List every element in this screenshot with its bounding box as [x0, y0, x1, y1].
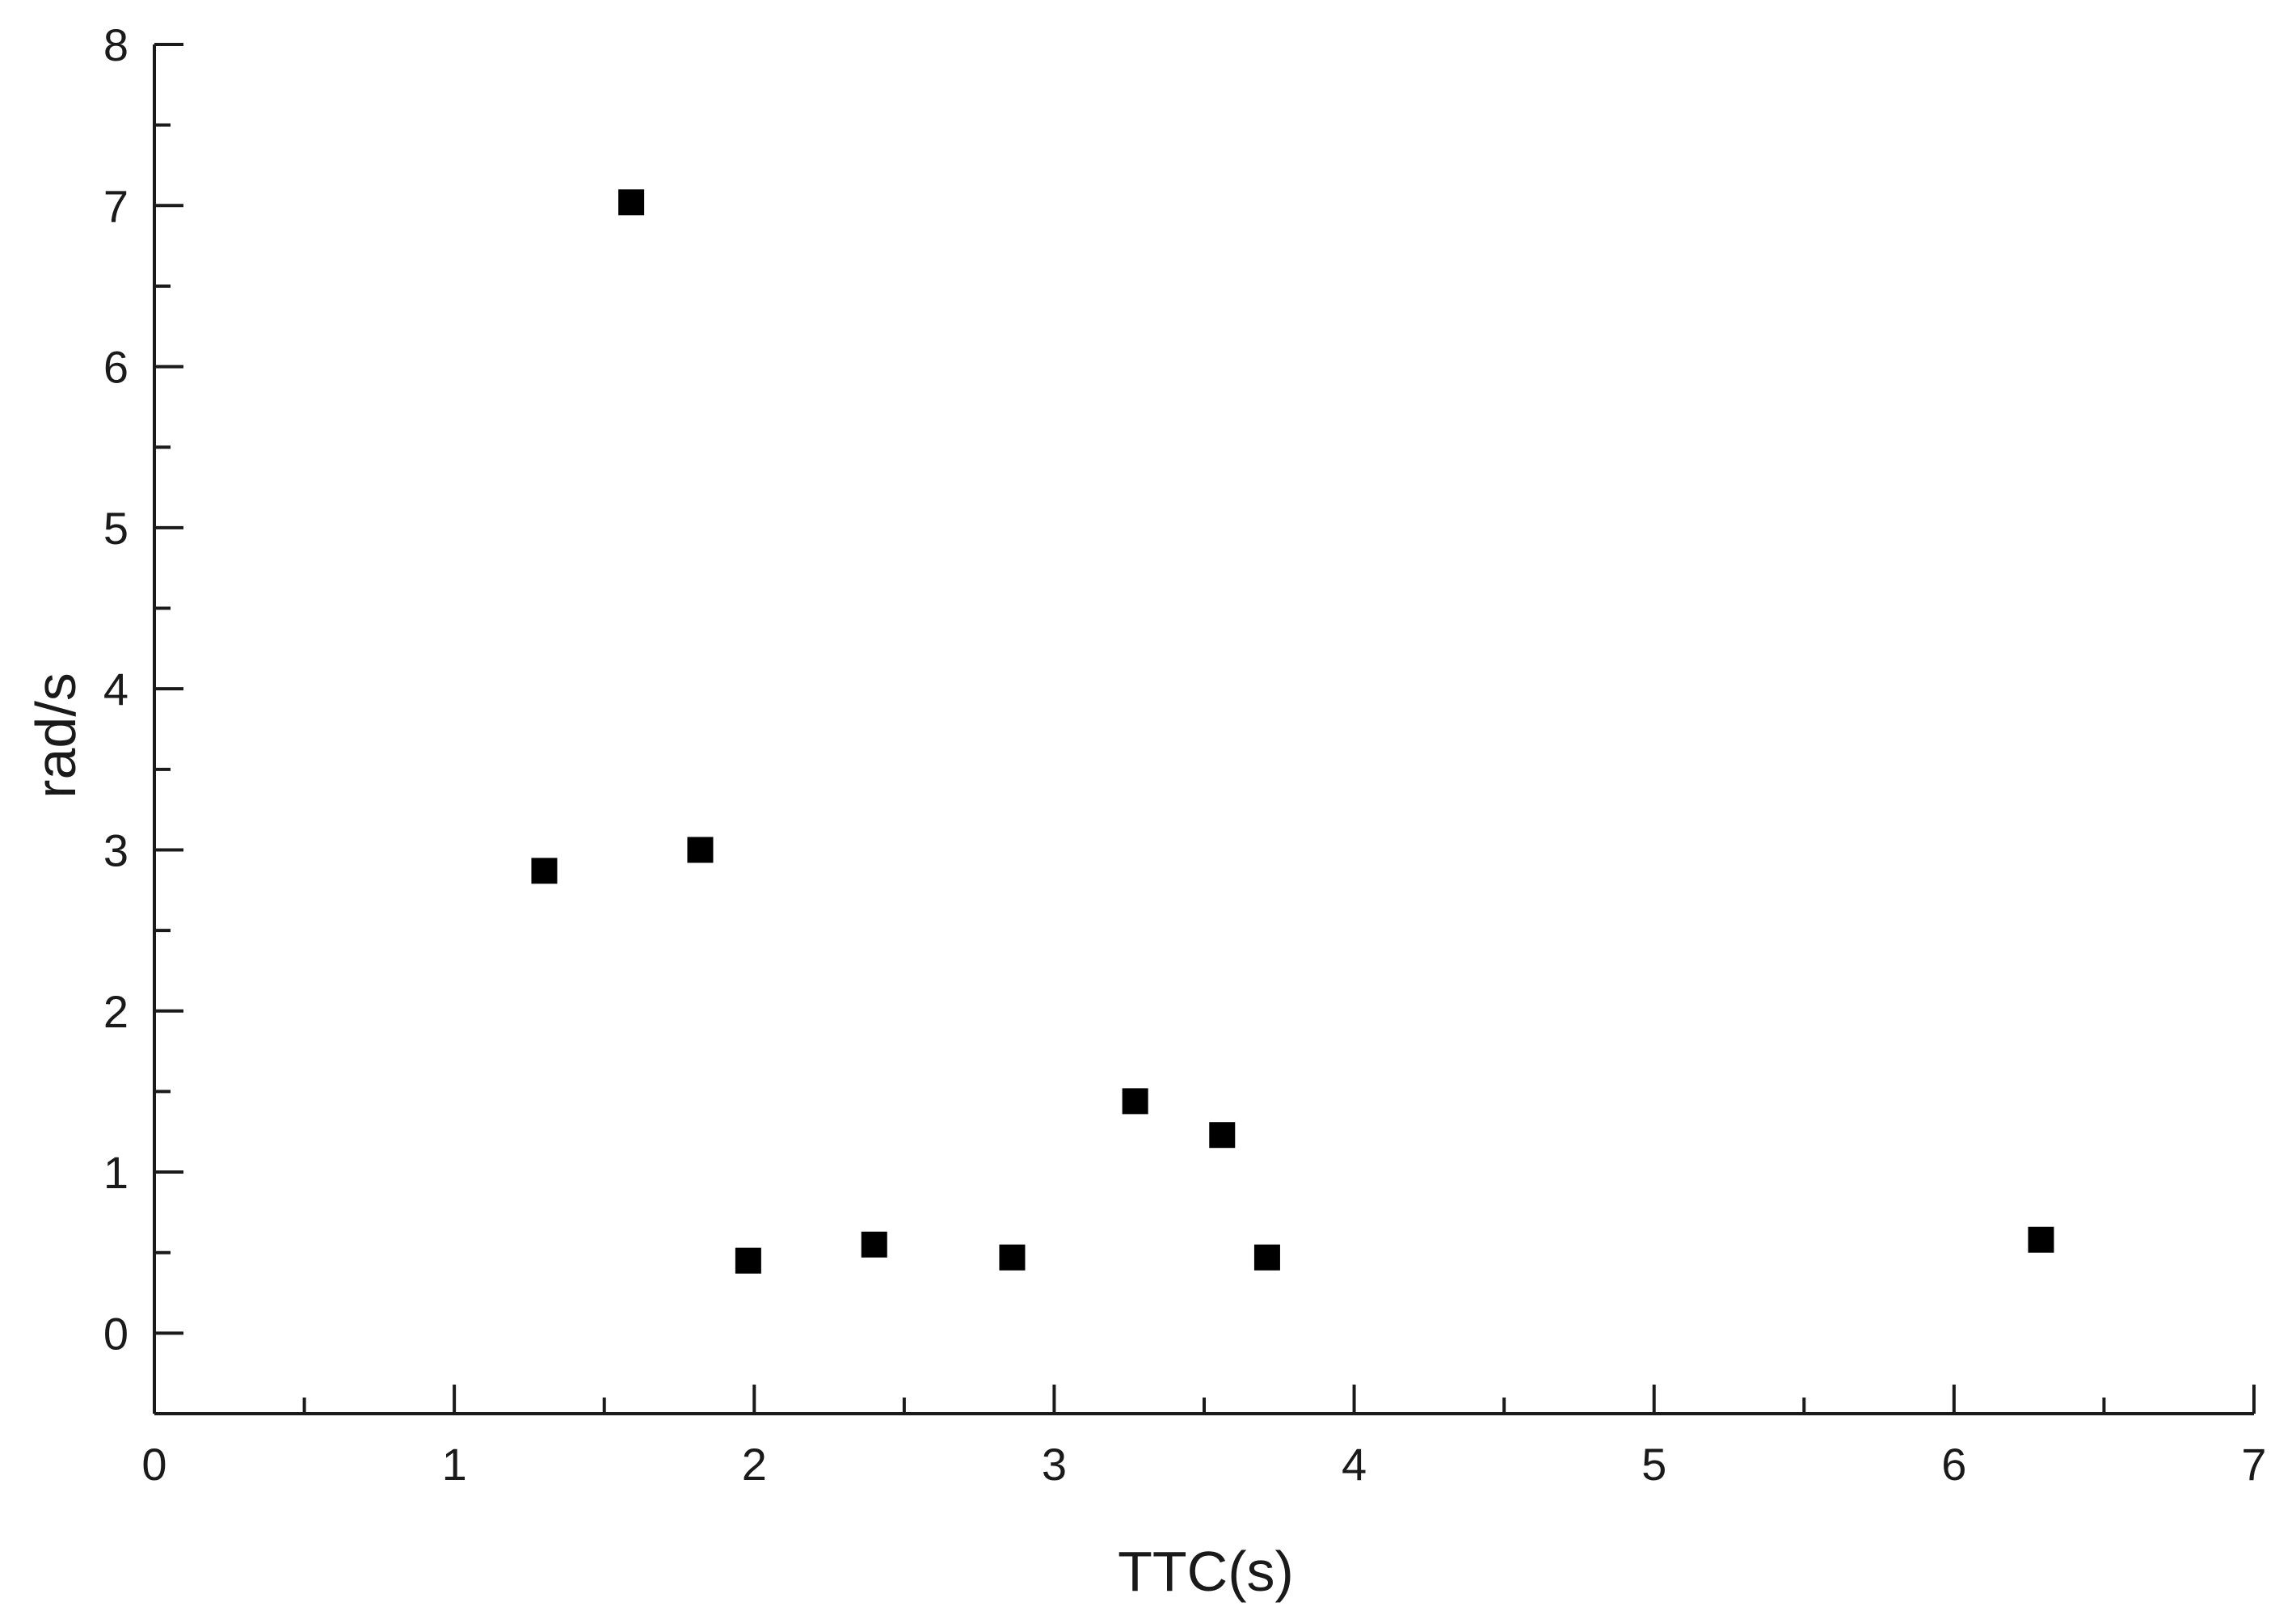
data-point: [2028, 1226, 2054, 1253]
x-tick-label: 0: [141, 1439, 166, 1490]
data-point: [1122, 1088, 1148, 1115]
x-tick-label: 7: [2241, 1439, 2266, 1490]
y-tick-label: 4: [103, 664, 128, 715]
x-tick-label: 6: [1941, 1439, 1966, 1490]
y-tick-label: 7: [103, 180, 128, 231]
y-tick-label: 0: [103, 1308, 128, 1359]
data-point: [687, 837, 714, 863]
x-tick-label: 1: [442, 1439, 467, 1490]
data-point: [1209, 1122, 1236, 1149]
x-tick-label: 2: [742, 1439, 767, 1490]
y-axis-title: rad/s: [24, 672, 87, 799]
x-tick-label: 5: [1641, 1439, 1666, 1490]
axes: [153, 44, 2254, 1415]
tick-labels: 0 1 2 3 4 5 6 7 0 1 2 3 4 5 6 7 8: [103, 19, 2267, 1490]
y-tick-label: 6: [103, 342, 128, 393]
data-points: [531, 189, 2054, 1274]
data-point: [735, 1247, 761, 1274]
x-axis-title: TTC(s): [1118, 1540, 1294, 1603]
y-tick-label: 2: [103, 986, 128, 1037]
y-tick-label: 1: [103, 1147, 128, 1198]
data-point: [999, 1244, 1026, 1271]
data-point: [531, 858, 558, 884]
tick-marks: [153, 43, 2256, 1415]
y-tick-label: 5: [103, 503, 128, 554]
y-tick-label: 3: [103, 824, 128, 875]
data-point: [1253, 1244, 1280, 1271]
data-point: [618, 189, 645, 216]
y-tick-label: 8: [103, 19, 128, 70]
x-tick-label: 4: [1342, 1439, 1367, 1490]
data-point: [861, 1231, 887, 1258]
x-tick-label: 3: [1042, 1439, 1067, 1490]
